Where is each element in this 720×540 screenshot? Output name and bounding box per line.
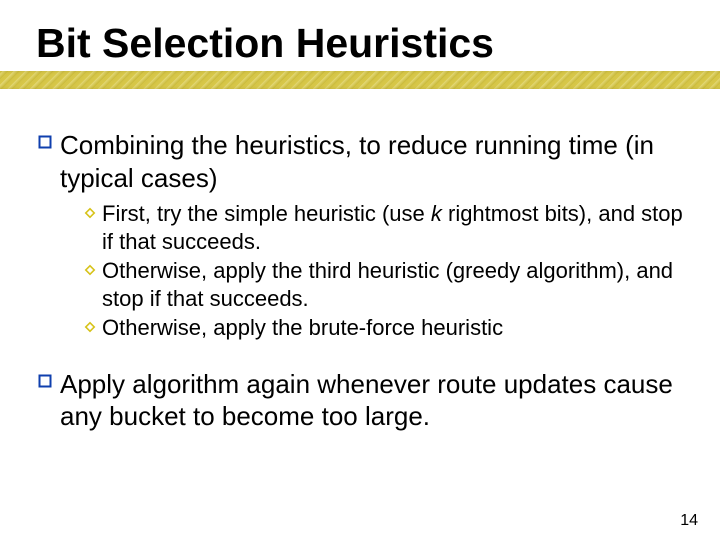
sub-bullet-1: First, try the simple heuristic (use k r…: [82, 200, 684, 255]
diamond-bullet-icon: [82, 319, 98, 339]
sub-bullet-1-text: First, try the simple heuristic (use k r…: [102, 200, 684, 255]
diamond-outline-shape: [86, 323, 94, 331]
bullet-1-text: Combining the heuristics, to reduce runn…: [60, 129, 684, 194]
sub-bullet-2: Otherwise, apply the third heuristic (gr…: [82, 257, 684, 312]
bullet-point-1: Combining the heuristics, to reduce runn…: [36, 129, 684, 194]
bullet-point-2: Apply algorithm again whenever route upd…: [36, 368, 684, 433]
square-bullet-icon: [36, 374, 54, 394]
slide-title: Bit Selection Heuristics: [36, 22, 684, 65]
page-number: 14: [680, 512, 698, 530]
sub-bullet-3-text: Otherwise, apply the brute-force heurist…: [102, 314, 684, 342]
square-outline-shape: [40, 375, 51, 386]
diamond-outline-shape: [86, 266, 94, 274]
sub-bullets-1: First, try the simple heuristic (use k r…: [82, 200, 684, 342]
title-underline: [36, 77, 684, 101]
sub1-part-a: First, try the simple heuristic (use: [102, 201, 431, 226]
slide: Bit Selection Heuristics Combining the h…: [0, 0, 720, 540]
slide-body: Combining the heuristics, to reduce runn…: [36, 129, 684, 433]
diamond-bullet-icon: [82, 262, 98, 282]
bullet-2-text: Apply algorithm again whenever route upd…: [60, 368, 684, 433]
sub1-k-italic: k: [431, 201, 442, 226]
sub-bullet-2-text: Otherwise, apply the third heuristic (gr…: [102, 257, 684, 312]
sub-bullet-3: Otherwise, apply the brute-force heurist…: [82, 314, 684, 342]
diamond-bullet-icon: [82, 205, 98, 225]
square-outline-shape: [40, 137, 51, 148]
diamond-outline-shape: [86, 209, 94, 217]
hatch-decoration: [0, 71, 720, 89]
square-bullet-icon: [36, 135, 54, 155]
